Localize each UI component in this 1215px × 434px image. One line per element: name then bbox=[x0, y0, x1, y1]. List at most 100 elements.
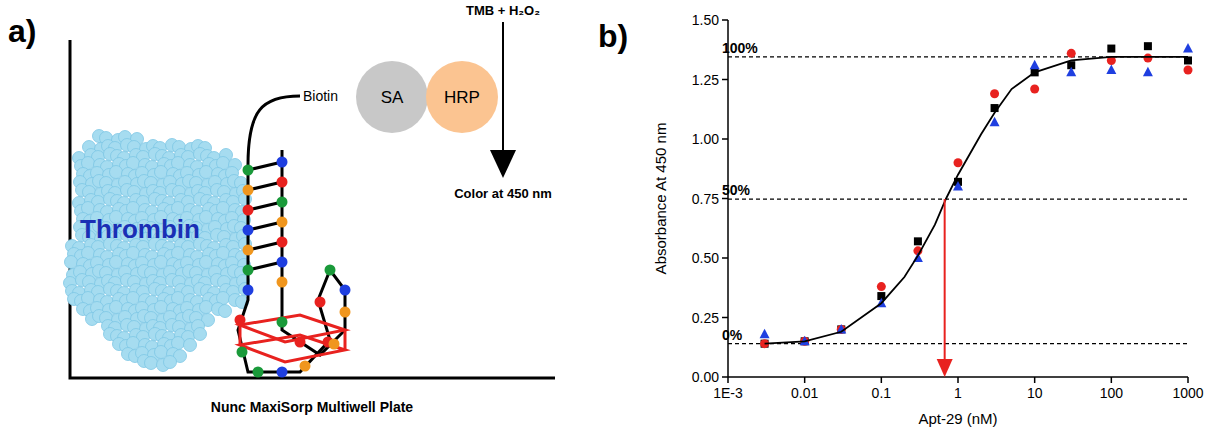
nucleotide bbox=[329, 339, 340, 350]
streptavidin bbox=[356, 61, 428, 133]
circle-marker bbox=[877, 282, 886, 291]
nucleotide bbox=[243, 285, 254, 296]
x-tick-label: 10 bbox=[1027, 385, 1043, 401]
protein-sphere bbox=[110, 256, 123, 269]
x-tick bbox=[1187, 377, 1189, 383]
reference-label: 100% bbox=[722, 40, 758, 56]
reference-label: 0% bbox=[722, 327, 743, 343]
panel-letter: b) bbox=[598, 18, 628, 54]
panel-letter: a) bbox=[8, 13, 36, 49]
y-tick bbox=[722, 138, 728, 140]
circle-marker bbox=[1184, 65, 1193, 74]
nucleotide bbox=[300, 361, 311, 372]
x-tick-label: 1 bbox=[954, 385, 962, 401]
nucleotide bbox=[277, 157, 288, 168]
thrombin-blob bbox=[64, 130, 252, 372]
x-tick bbox=[1034, 377, 1036, 383]
y-tick-label: 0.75 bbox=[692, 191, 719, 207]
triangle-marker bbox=[760, 329, 770, 339]
x-tick-label: 0.1 bbox=[872, 385, 892, 401]
reaction-arrow bbox=[502, 22, 504, 152]
quartet-edge bbox=[239, 325, 242, 345]
reaction-arrowhead bbox=[490, 150, 516, 178]
nucleotide bbox=[243, 185, 254, 196]
readout-label: Color at 450 nm bbox=[454, 186, 552, 201]
circle-marker bbox=[1067, 49, 1076, 58]
x-tick bbox=[881, 377, 883, 383]
y-tick bbox=[722, 19, 728, 21]
reference-label: 50% bbox=[722, 182, 751, 198]
y-tick bbox=[722, 376, 728, 378]
protein-sphere bbox=[200, 166, 213, 179]
ec50-arrow bbox=[944, 199, 946, 361]
quartet-edge bbox=[344, 330, 347, 350]
nucleotide bbox=[277, 257, 288, 268]
protein-label: Thrombin bbox=[80, 214, 200, 244]
nucleotide bbox=[253, 367, 264, 378]
protein-sphere bbox=[155, 166, 168, 179]
triangle-marker bbox=[1106, 64, 1116, 74]
nucleotide bbox=[277, 237, 288, 248]
y-axis-title: Absorbance At 450 nm bbox=[652, 123, 669, 275]
x-tick-label: 100 bbox=[1100, 385, 1124, 401]
triangle-marker bbox=[1143, 67, 1153, 77]
protein-sphere bbox=[164, 356, 177, 369]
nucleotide bbox=[243, 225, 254, 236]
nucleotide bbox=[295, 337, 306, 348]
protein-sphere bbox=[200, 301, 213, 314]
nucleotide bbox=[235, 315, 246, 326]
aptamer-backbone bbox=[238, 150, 345, 372]
hrp-enzyme bbox=[426, 61, 498, 133]
streptavidin-label: SA bbox=[381, 88, 404, 107]
aptamer bbox=[235, 96, 351, 378]
x-tick-label: 0.01 bbox=[791, 385, 818, 401]
x-tick bbox=[804, 377, 806, 383]
substrate-label: TMB + H₂O₂ bbox=[466, 3, 540, 18]
y-tick-label: 0.25 bbox=[692, 310, 719, 326]
protein-sphere bbox=[155, 256, 168, 269]
x-tick-label: 1E-3 bbox=[713, 385, 743, 401]
x-tick bbox=[1111, 377, 1113, 383]
x-tick-label: 1000 bbox=[1172, 385, 1203, 401]
nucleotide bbox=[277, 217, 288, 228]
nucleotide bbox=[243, 165, 254, 176]
plot-data bbox=[760, 42, 1193, 348]
y-tick-label: 1.25 bbox=[692, 72, 719, 88]
nucleotide bbox=[277, 277, 288, 288]
triangle-marker bbox=[1066, 67, 1076, 77]
y-tick bbox=[722, 79, 728, 81]
nucleotide bbox=[237, 347, 248, 358]
y-tick bbox=[722, 257, 728, 259]
nucleotide bbox=[243, 205, 254, 216]
square-marker bbox=[1107, 45, 1115, 53]
nucleotide bbox=[315, 297, 326, 308]
protein-sphere bbox=[155, 346, 168, 359]
protein-sphere bbox=[155, 301, 168, 314]
protein-sphere bbox=[200, 211, 213, 224]
nucleotide bbox=[277, 367, 288, 378]
y-tick-label: 1.00 bbox=[692, 131, 719, 147]
circle-marker bbox=[1030, 85, 1039, 94]
y-tick-label: 1.50 bbox=[692, 12, 719, 28]
nucleotide bbox=[325, 265, 336, 276]
y-tick bbox=[722, 317, 728, 319]
reference-line bbox=[728, 343, 1188, 344]
nucleotide bbox=[340, 307, 351, 318]
nucleotide bbox=[277, 197, 288, 208]
protein-sphere bbox=[219, 305, 232, 318]
protein-sphere bbox=[110, 166, 123, 179]
nucleotide bbox=[277, 317, 288, 328]
protein-sphere bbox=[200, 256, 213, 269]
nucleotide bbox=[277, 177, 288, 188]
y-tick-label: 0.50 bbox=[692, 250, 719, 266]
x-tick bbox=[727, 377, 729, 383]
nucleotide bbox=[340, 285, 351, 296]
panel-b: b)0.000.250.500.751.001.251.501E-30.010.… bbox=[598, 12, 1204, 427]
protein-sphere bbox=[184, 339, 197, 352]
protein-sphere bbox=[145, 357, 158, 370]
protein-sphere bbox=[194, 328, 207, 341]
biotin-label: Biotin bbox=[303, 88, 338, 104]
nucleotide bbox=[243, 245, 254, 256]
biotin-linker bbox=[248, 96, 300, 165]
circle-marker bbox=[1143, 54, 1152, 63]
